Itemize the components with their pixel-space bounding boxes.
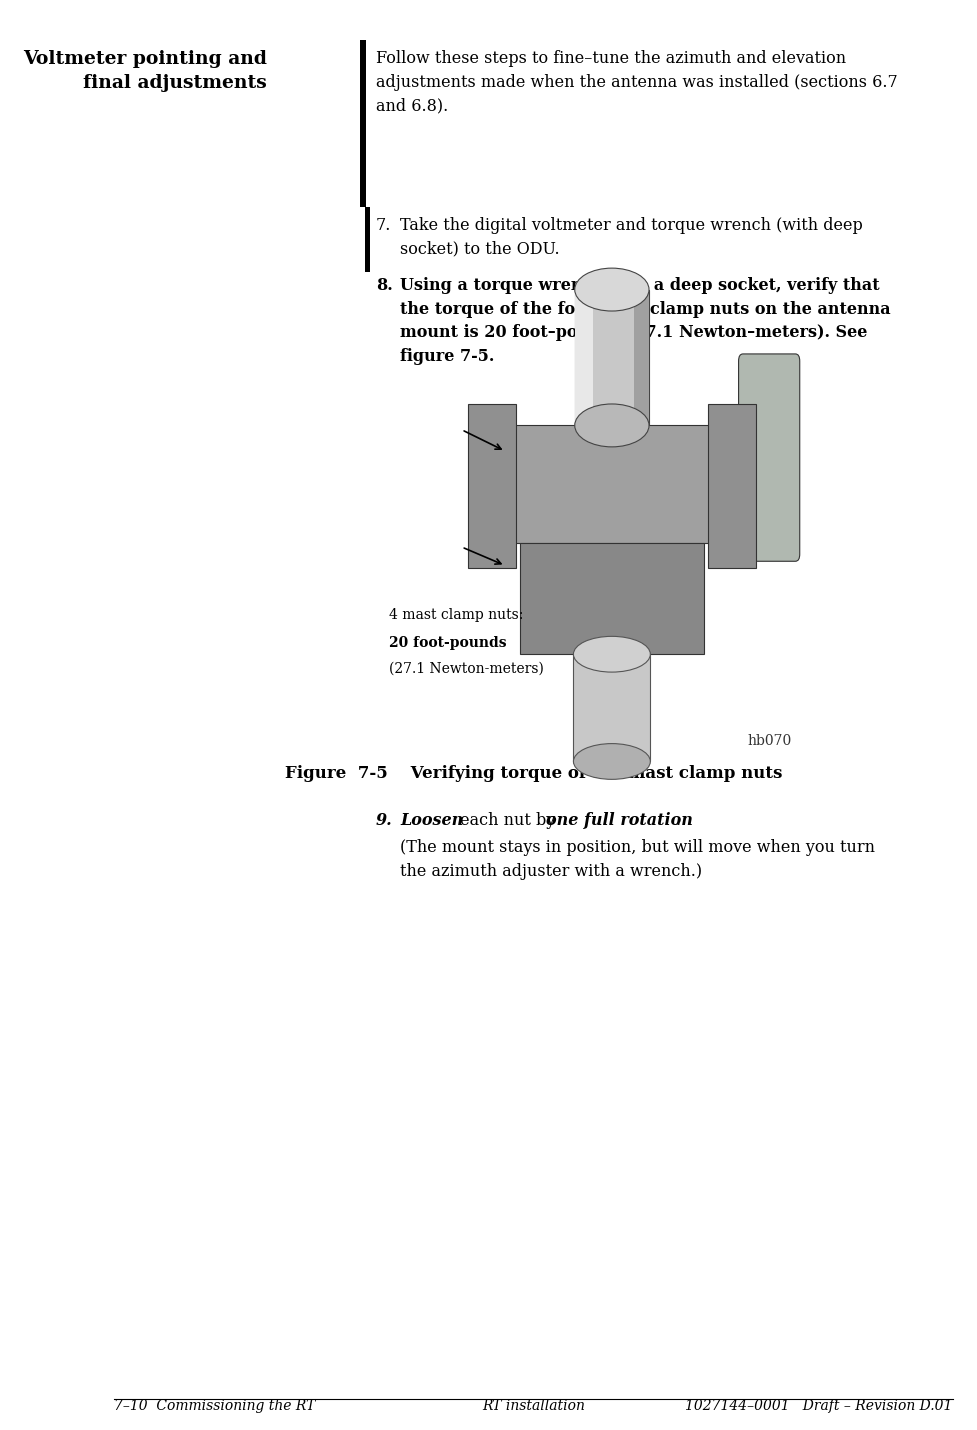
Text: each nut by: each nut by [454,812,560,829]
Ellipse shape [573,636,651,672]
Text: (The mount stays in position, but will move when you turn
the azimuth adjuster w: (The mount stays in position, but will m… [401,839,875,879]
Text: (27.1 Newton-meters): (27.1 Newton-meters) [389,662,544,676]
Text: .: . [676,812,681,829]
Text: Using a torque wrench with a deep socket, verify that
the torque of the four mas: Using a torque wrench with a deep socket… [401,277,891,365]
Text: 1027144–0001   Draft – Revision D.01: 1027144–0001 Draft – Revision D.01 [685,1399,953,1413]
Ellipse shape [574,269,649,312]
Text: 8.: 8. [376,277,393,295]
Text: 7–10  Commissioning the RT: 7–10 Commissioning the RT [114,1399,316,1413]
Ellipse shape [573,744,651,779]
Text: 4 mast clamp nuts:: 4 mast clamp nuts: [389,608,524,622]
Text: 7.: 7. [376,217,392,235]
Text: final adjustments: final adjustments [83,74,267,93]
Text: hb070: hb070 [747,734,791,748]
Bar [498,426,726,543]
Text: RT installation: RT installation [482,1399,584,1413]
Text: Voltmeter pointing and: Voltmeter pointing and [22,50,267,69]
Text: Take the digital voltmeter and torque wrench (with deep
socket) to the ODU.: Take the digital voltmeter and torque wr… [401,217,863,257]
Bar [364,207,370,272]
Text: Loosen: Loosen [401,812,464,829]
Bar [520,543,703,655]
Text: Figure  7-5    Verifying torque of the mast clamp nuts: Figure 7-5 Verifying torque of the mast … [284,765,782,782]
Ellipse shape [574,405,649,448]
Bar [574,290,593,426]
Text: 20 foot-pounds: 20 foot-pounds [389,636,507,651]
Text: 9.: 9. [376,812,393,829]
Bar [574,290,649,426]
Bar [708,405,756,569]
Text: Follow these steps to fine–tune the azimuth and elevation
adjustments made when : Follow these steps to fine–tune the azim… [376,50,898,114]
FancyBboxPatch shape [739,355,800,562]
Bar [634,290,649,426]
Text: one full rotation: one full rotation [546,812,694,829]
Bar [573,655,651,762]
Bar [468,405,516,569]
Bar [361,40,366,207]
